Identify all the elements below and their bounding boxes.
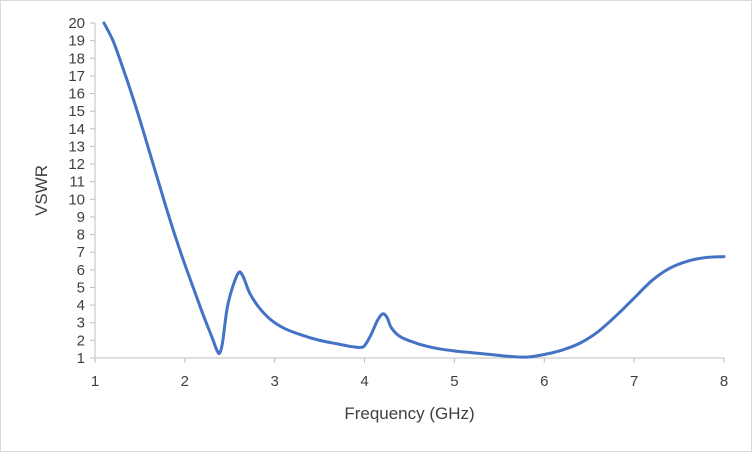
- y-tick-label: 11: [69, 174, 85, 191]
- x-tick-label: 3: [271, 373, 279, 390]
- y-tick-label: 18: [68, 50, 85, 67]
- y-tick-label: 20: [68, 15, 85, 32]
- y-tick-label: 14: [68, 121, 85, 138]
- y-tick-label: 10: [68, 191, 85, 208]
- x-tick-label: 4: [360, 373, 368, 390]
- y-tick-label: 4: [77, 297, 85, 314]
- y-tick-label: 3: [77, 315, 85, 332]
- y-tick-label: 15: [68, 103, 85, 120]
- x-tick-label: 5: [450, 373, 458, 390]
- y-tick-label: 6: [77, 262, 85, 279]
- x-tick-label: 7: [630, 373, 638, 390]
- series-line-vswr: [102, 21, 726, 359]
- y-tick-label: 12: [68, 156, 85, 173]
- y-tick-label: 9: [77, 209, 85, 226]
- x-tick-label: 6: [540, 373, 548, 390]
- y-tick-label: 17: [68, 68, 85, 85]
- x-tick-label: 8: [720, 373, 728, 390]
- y-tick-label: 19: [68, 33, 85, 50]
- y-axis-title: VSWR: [32, 165, 51, 216]
- x-tick-label: 2: [181, 373, 189, 390]
- y-tick-label: 13: [68, 138, 85, 155]
- y-tick-label: 16: [68, 86, 85, 103]
- axes: [90, 22, 725, 363]
- y-tick-label: 8: [77, 227, 85, 244]
- y-tick-label: 2: [77, 332, 85, 349]
- y-tick-label: 7: [77, 244, 85, 261]
- y-tick-label: 5: [77, 279, 85, 296]
- y-tick-label: 1: [77, 350, 85, 367]
- x-tick-label: 1: [91, 373, 99, 390]
- x-axis-title: Frequency (GHz): [344, 404, 474, 423]
- x-tick-labels: 1 2 3 4 5 6 7 8: [91, 373, 728, 390]
